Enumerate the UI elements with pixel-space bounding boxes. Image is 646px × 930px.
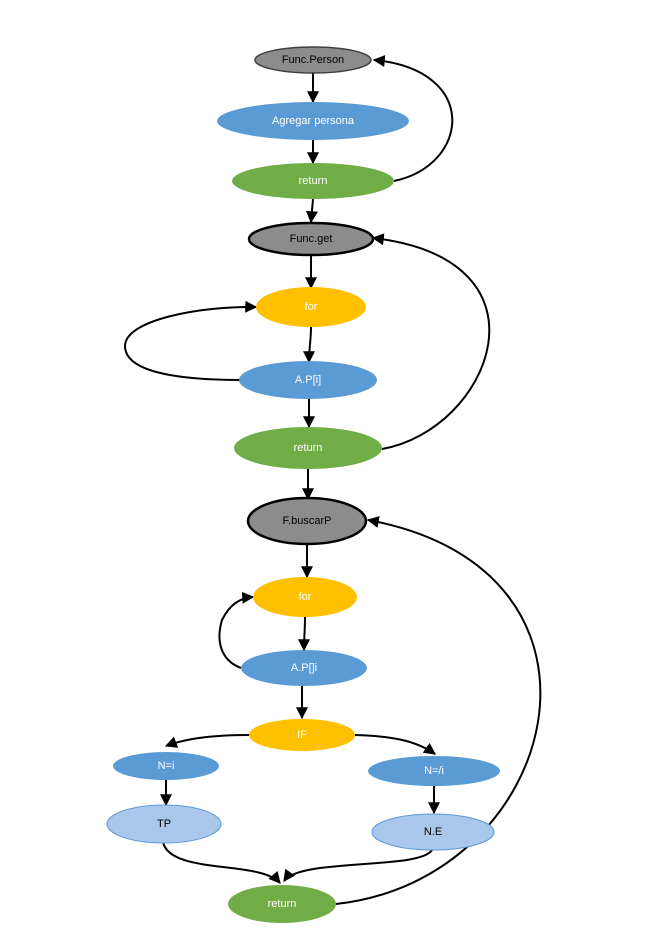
node-shape — [256, 287, 366, 327]
node-label: for — [299, 591, 312, 603]
edge-return-2-to-func-get — [371, 233, 491, 450]
node-return-1[interactable]: return — [232, 163, 394, 199]
node-n-neq-i[interactable]: N=/i — [368, 756, 500, 786]
node-label: IF — [297, 729, 307, 741]
node-for-1[interactable]: for — [256, 287, 366, 327]
edges — [123, 55, 542, 905]
node-shape — [254, 46, 372, 74]
node-shape — [217, 102, 409, 140]
node-label: A.P[i] — [295, 374, 321, 386]
edge-tp-to-return-3 — [162, 841, 281, 884]
node-shape — [234, 427, 382, 469]
node-label: N=/i — [424, 765, 444, 777]
node-func-person[interactable]: Func.Person — [254, 46, 372, 74]
node-func-get[interactable]: Func.get — [247, 221, 375, 257]
node-label: A.P[]i — [291, 662, 317, 674]
node-shape — [106, 804, 222, 844]
node-shape — [371, 813, 495, 851]
node-label: Func.Person — [282, 54, 344, 66]
edge-return-1-to-func-person — [372, 55, 454, 182]
node-if[interactable]: IF — [249, 719, 355, 751]
nodes: Func.Person Agregar persona return Func.… — [106, 46, 500, 923]
node-label: Agregar persona — [272, 115, 355, 127]
node-label: return — [299, 175, 328, 187]
node-ap-bi[interactable]: A.P[]i — [241, 650, 367, 686]
node-shape — [228, 885, 336, 923]
edge-ap-bi-to-for-2 — [218, 591, 255, 669]
node-shape — [232, 163, 394, 199]
node-label: N.E — [424, 826, 442, 838]
node-label: TP — [157, 818, 171, 830]
node-shape — [247, 221, 375, 257]
node-label: return — [268, 898, 297, 910]
node-ne[interactable]: N.E — [371, 813, 495, 851]
node-shape — [113, 752, 219, 780]
node-return-3[interactable]: return — [228, 885, 336, 923]
node-shape — [246, 496, 368, 546]
edge-if-to-n-neq-i — [354, 734, 436, 755]
node-ap-i[interactable]: A.P[i] — [239, 361, 377, 399]
node-shape — [368, 756, 500, 786]
node-shape — [239, 361, 377, 399]
node-label: Func.get — [290, 233, 333, 245]
node-shape — [241, 650, 367, 686]
node-label: N=i — [158, 760, 175, 772]
node-shape — [249, 719, 355, 751]
edge-return-1-to-func-get — [305, 198, 318, 224]
edge-for-1-to-ap-i — [303, 326, 316, 364]
edge-ap-i-to-for-1 — [123, 300, 258, 381]
node-shape — [253, 577, 357, 617]
node-label: return — [294, 442, 323, 454]
edge-return-3-to-f-buscarp — [335, 516, 542, 905]
edge-ne-to-return-3 — [283, 849, 433, 882]
node-n-eq-i[interactable]: N=i — [113, 752, 219, 780]
node-return-2[interactable]: return — [234, 427, 382, 469]
node-label: for — [305, 301, 318, 313]
node-agregar-persona[interactable]: Agregar persona — [217, 102, 409, 140]
node-tp[interactable]: TP — [106, 804, 222, 844]
node-for-2[interactable]: for — [253, 577, 357, 617]
node-f-buscarp[interactable]: F.buscarP — [246, 496, 368, 546]
node-label: F.buscarP — [283, 515, 332, 527]
edge-if-to-n-eq-i — [164, 734, 251, 748]
edge-for-2-to-ap-bi — [298, 616, 311, 652]
